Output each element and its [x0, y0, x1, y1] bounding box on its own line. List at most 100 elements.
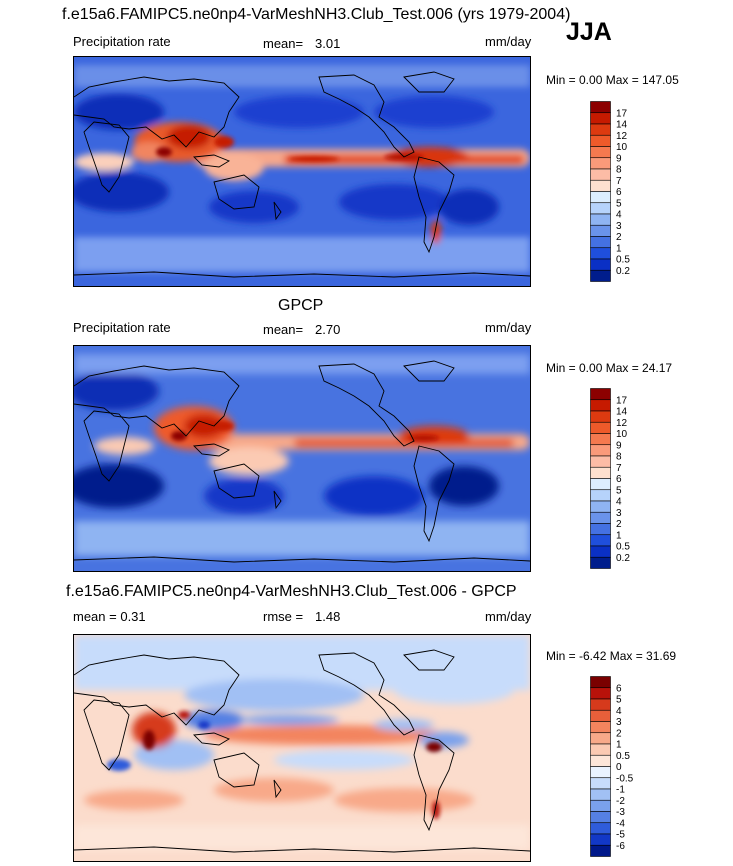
- colorbar-tick-label: -1: [616, 785, 625, 796]
- colorbar-tick-label: 14: [616, 120, 628, 131]
- colorbar-swatch: [590, 478, 611, 491]
- panel2-title: GPCP: [278, 297, 324, 314]
- colorbar-tick-label: 6: [616, 187, 622, 198]
- colorbar-tick-label: 10: [616, 429, 628, 440]
- colorbar-tick-label: -0.5: [616, 773, 634, 784]
- colorbar-tick-label: 7: [616, 463, 622, 474]
- colorbar-tick-label: 3: [616, 221, 622, 232]
- colorbar-tick-label: 0.5: [616, 542, 630, 553]
- colorbar-swatch: [590, 466, 611, 479]
- colorbar-swatch: [590, 811, 611, 824]
- panel3-map: [73, 634, 531, 862]
- panel1-colorbar: 17 14 12 10 9 8 7 6 5 4 3 2 1 0.5 0.2: [590, 101, 650, 283]
- colorbar-swatch: [590, 444, 611, 457]
- colorbar-tick-label: 0: [616, 762, 622, 773]
- colorbar-tick-label: 9: [616, 440, 622, 451]
- panel3-rmse-value: 1.48: [315, 609, 341, 624]
- panel1-min-max: Min = 0.00 Max = 147.05: [546, 73, 679, 87]
- panel2-colorbar: 17 14 12 10 9 8 7 6 5 4 3 2 1 0.5 0.2: [590, 388, 650, 570]
- panel3-mean-label: mean = 0.31: [73, 609, 146, 624]
- colorbar-tick-label: 17: [616, 108, 628, 119]
- colorbar-tick-label: 0.5: [616, 751, 630, 762]
- panel2-min-max: Min = 0.00 Max = 24.17: [546, 361, 673, 375]
- colorbar-tick-label: 2: [616, 728, 622, 739]
- colorbar-tick-label: 3: [616, 717, 622, 728]
- colorbar-swatch: [590, 489, 611, 502]
- colorbar-tick-label: -5: [616, 830, 625, 841]
- colorbar-swatch: [590, 191, 611, 204]
- colorbar-tick-label: 1: [616, 740, 622, 751]
- colorbar-tick-label: 5: [616, 695, 622, 706]
- colorbar-swatch: [590, 269, 611, 282]
- colorbar-tick-label: -6: [616, 841, 625, 852]
- panel3-units: mm/day: [485, 609, 532, 624]
- colorbar-swatch: [590, 511, 611, 524]
- colorbar-tick-label: 5: [616, 198, 622, 209]
- colorbar-tick-label: 8: [616, 165, 622, 176]
- colorbar-tick-label: 5: [616, 485, 622, 496]
- colorbar-tick-label: 4: [616, 210, 622, 221]
- colorbar-swatch: [590, 157, 611, 170]
- colorbar-swatch: [590, 721, 611, 734]
- colorbar-tick-label: 6: [616, 683, 622, 694]
- colorbar-swatch: [590, 168, 611, 181]
- colorbar-swatch: [590, 523, 611, 536]
- colorbar-swatch: [590, 421, 611, 434]
- panel1-map: [73, 56, 531, 287]
- colorbar-swatch: [590, 134, 611, 147]
- colorbar-swatch: [590, 833, 611, 846]
- colorbar-swatch: [590, 799, 611, 812]
- colorbar-swatch: [590, 455, 611, 468]
- colorbar-tick-label: 2: [616, 519, 622, 530]
- panel2-variable-label: Precipitation rate: [73, 320, 171, 335]
- colorbar-swatch: [590, 101, 611, 114]
- panel3-title: f.e15a6.FAMIPC5.ne0np4-VarMeshNH3.Club_T…: [66, 583, 517, 600]
- colorbar-tick-label: 14: [616, 407, 628, 418]
- colorbar-tick-label: 12: [616, 131, 628, 142]
- colorbar-tick-label: 9: [616, 153, 622, 164]
- colorbar-swatch: [590, 676, 611, 689]
- colorbar-swatch: [590, 732, 611, 745]
- colorbar-swatch: [590, 146, 611, 159]
- colorbar-tick-label: 4: [616, 497, 622, 508]
- colorbar-tick-label: 17: [616, 395, 628, 406]
- panel1-mean-value: 3.01: [315, 36, 341, 51]
- panel2-units: mm/day: [485, 320, 532, 335]
- colorbar-tick-label: -4: [616, 818, 625, 829]
- colorbar-swatch: [590, 258, 611, 271]
- figure-title: f.e15a6.FAMIPC5.ne0np4-VarMeshNH3.Club_T…: [62, 6, 571, 23]
- panel1-mean-label: mean=: [263, 36, 304, 51]
- panel3-colorbar: 6 5 4 3 2 1 0.5 0 -0.5 -1 -2 -3 -4 -5 -6: [590, 676, 650, 858]
- colorbar-swatch: [590, 410, 611, 423]
- colorbar-swatch: [590, 556, 611, 569]
- colorbar-swatch: [590, 112, 611, 125]
- panel1-units: mm/day: [485, 34, 532, 49]
- colorbar-swatch: [590, 743, 611, 756]
- colorbar-tick-label: 1: [616, 243, 622, 254]
- colorbar-tick-label: 0.5: [616, 255, 630, 266]
- colorbar-swatch: [590, 213, 611, 226]
- colorbar-swatch: [590, 433, 611, 446]
- colorbar-swatch: [590, 224, 611, 237]
- colorbar-tick-label: -3: [616, 807, 625, 818]
- colorbar-swatch: [590, 709, 611, 722]
- panel2-mean-label: mean=: [263, 322, 304, 337]
- colorbar-tick-label: 12: [616, 418, 628, 429]
- colorbar-swatch: [590, 399, 611, 412]
- colorbar-swatch: [590, 766, 611, 779]
- colorbar-swatch: [590, 388, 611, 401]
- panel3-rmse-label: rmse =: [263, 609, 304, 624]
- colorbar-swatch: [590, 698, 611, 711]
- colorbar-tick-label: 0.2: [616, 553, 630, 564]
- colorbar-swatch: [590, 687, 611, 700]
- colorbar-swatch: [590, 844, 611, 857]
- panel2-mean-value: 2.70: [315, 322, 341, 337]
- colorbar-swatch: [590, 822, 611, 835]
- colorbar-tick-label: 10: [616, 142, 628, 153]
- colorbar-swatch: [590, 247, 611, 260]
- colorbar-tick-label: -2: [616, 796, 625, 807]
- colorbar-swatch: [590, 534, 611, 547]
